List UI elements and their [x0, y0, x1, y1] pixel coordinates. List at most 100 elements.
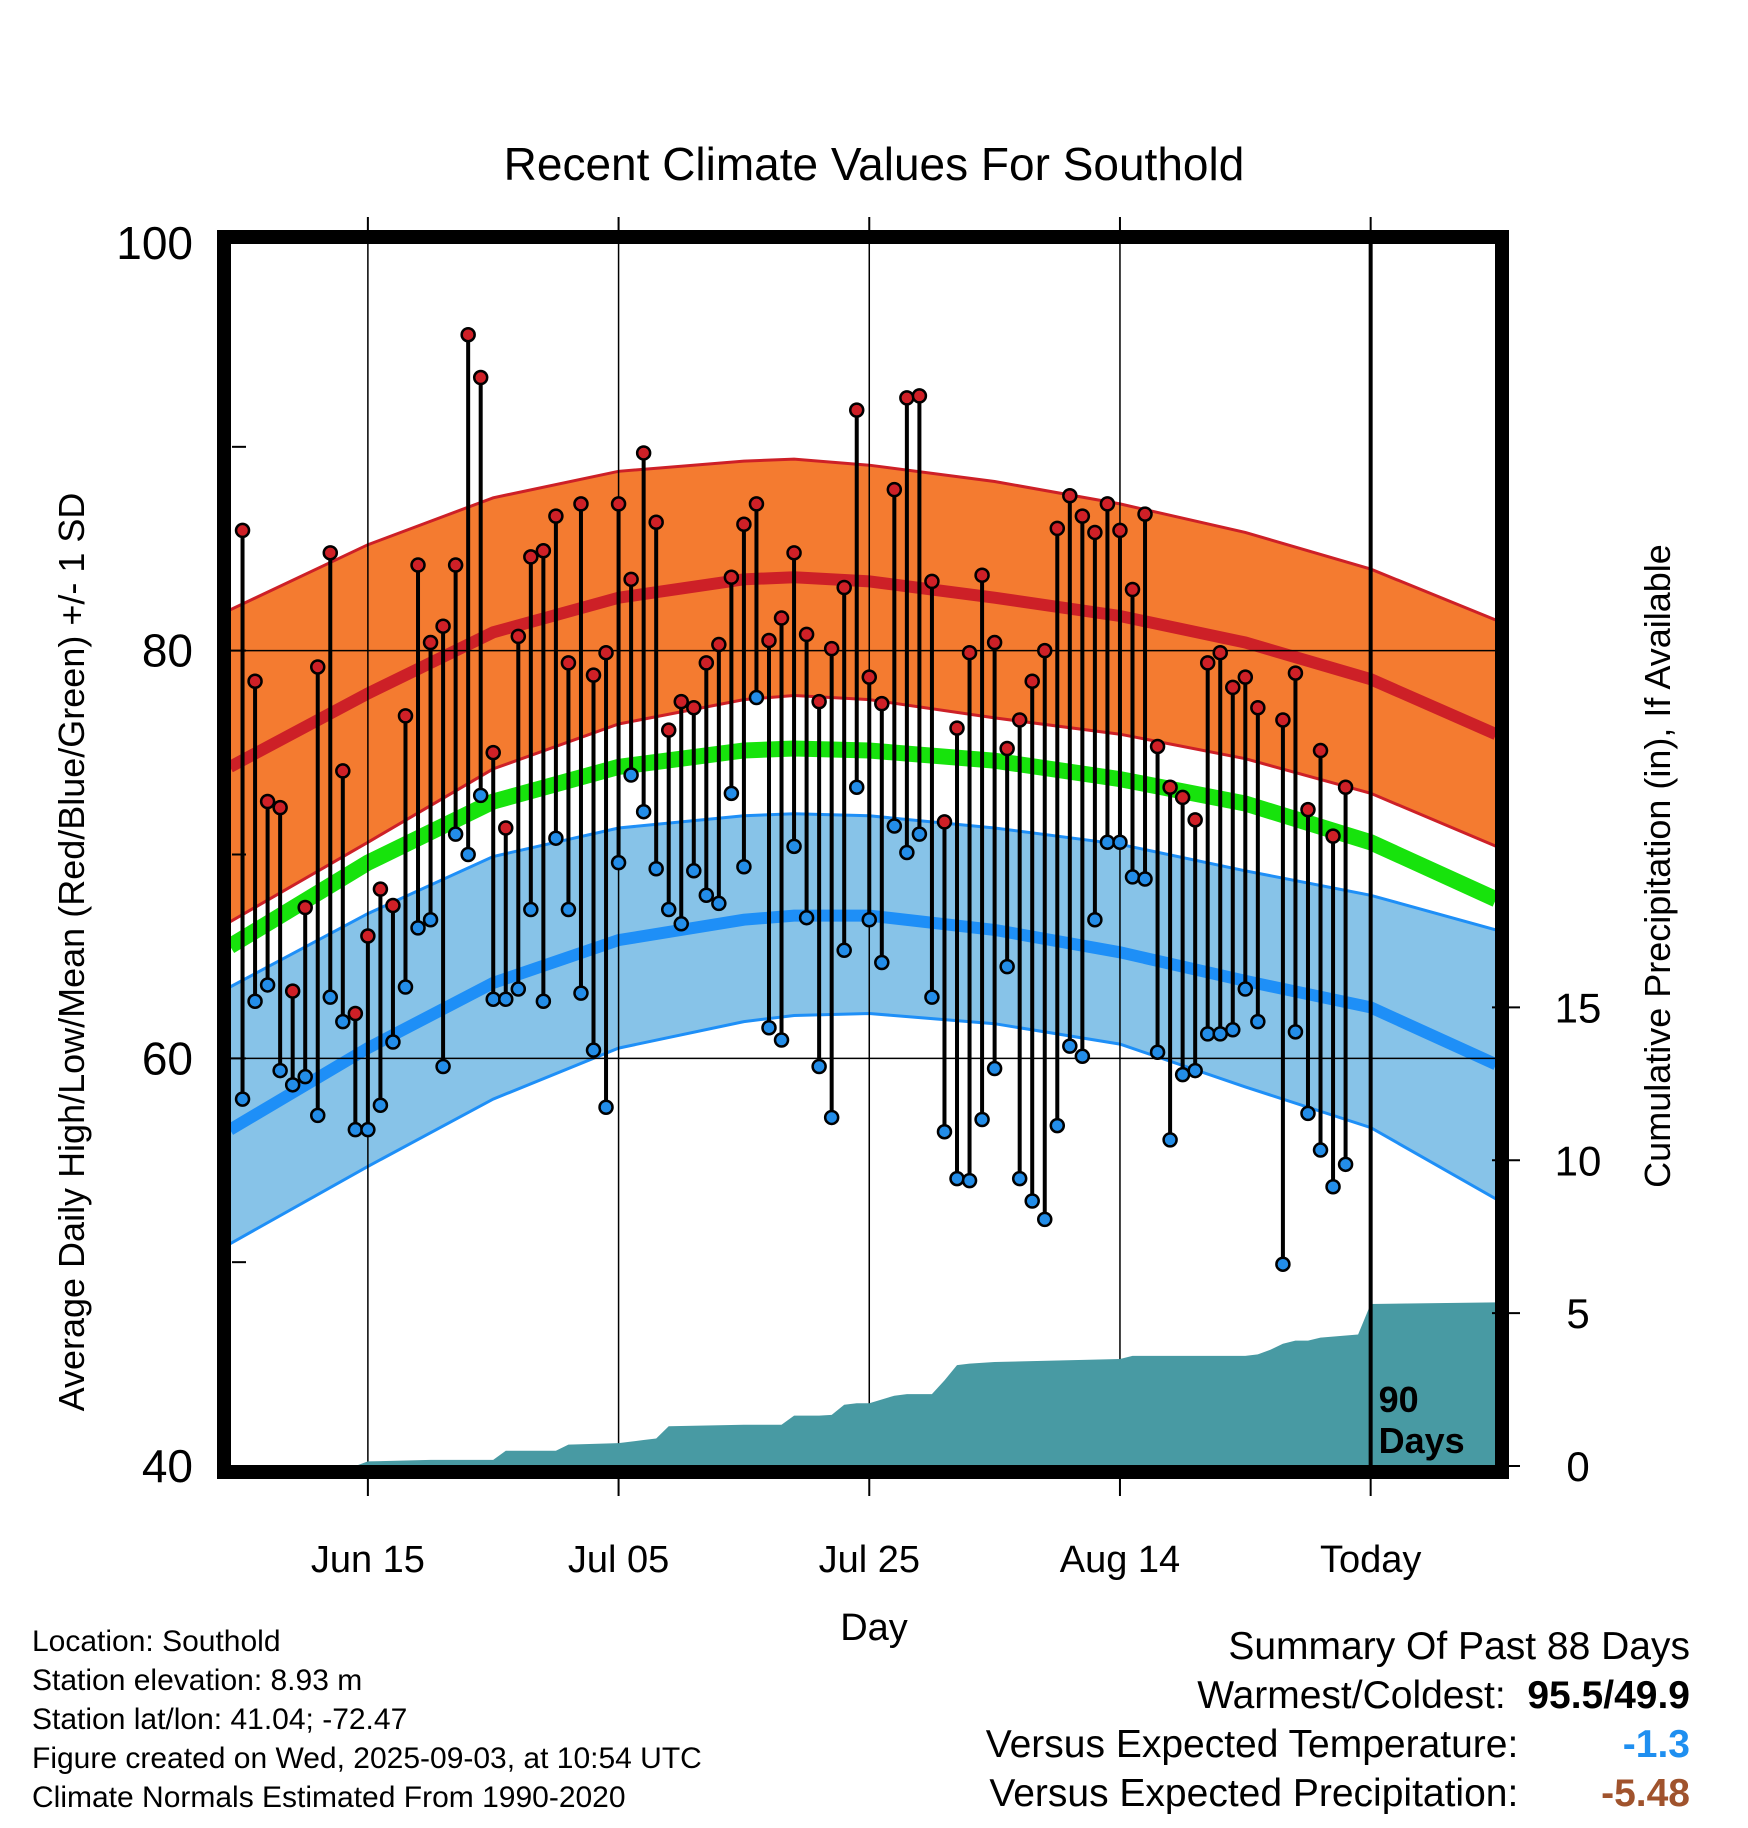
y-axis-label-right: Cumulative Precipitation (in), If Availa… [1637, 544, 1678, 1188]
warm-cold-label: Warmest/Coldest: [1197, 1674, 1506, 1717]
daily-high-point [1187, 812, 1203, 828]
daily-low-point [623, 767, 639, 783]
daily-high-point [1237, 669, 1254, 685]
daily-high-point [798, 626, 815, 643]
daily-high-point [1137, 506, 1153, 522]
daily-low-point [360, 1121, 376, 1138]
daily-high-point [548, 508, 564, 524]
daily-high-point [635, 445, 652, 461]
daily-low-point [397, 979, 414, 995]
daily-low-point [1312, 1142, 1329, 1158]
daily-low-point [836, 942, 852, 959]
daily-high-point [460, 326, 476, 343]
daily-low-point [498, 991, 514, 1007]
location-text: Location: Southold [32, 1625, 281, 1658]
daily-high-point [284, 983, 301, 999]
daily-low-point [385, 1034, 401, 1050]
warm-cold-row: Warmest/Coldest: 95.5/49.9 [986, 1671, 1690, 1720]
daily-high-point [297, 899, 313, 916]
daily-high-point [498, 820, 514, 836]
daily-low-point [1112, 834, 1128, 851]
x-tick-label: Jun 15 [311, 1539, 425, 1581]
daily-low-point [272, 1062, 288, 1079]
daily-high-point [848, 402, 865, 418]
daily-low-point [1174, 1066, 1191, 1083]
daily-low-point [899, 844, 915, 861]
daily-low-point [1275, 1256, 1291, 1272]
precip-label: Versus Expected Precipitation: [989, 1772, 1519, 1815]
daily-high-point [1312, 742, 1329, 759]
daily-high-point [1099, 496, 1116, 512]
daily-high-point [786, 545, 802, 561]
daily-high-point [435, 618, 451, 634]
daily-low-point [1199, 1026, 1216, 1042]
daily-low-point [1099, 834, 1116, 851]
daily-high-point [272, 799, 288, 816]
daily-high-point [823, 640, 840, 657]
y-axis-label-left: Average Daily High/Low/Mean (Red/Blue/Gr… [51, 493, 92, 1412]
daily-low-point [510, 981, 527, 997]
daily-low-point [1049, 1117, 1066, 1134]
daily-high-point [986, 634, 1003, 651]
daily-low-point [1300, 1105, 1316, 1122]
daily-high-point [1325, 828, 1341, 844]
elevation-text: Station elevation: 8.93 m [32, 1664, 363, 1697]
daily-low-point [823, 1109, 840, 1126]
daily-high-point [1037, 642, 1053, 659]
daily-high-point [397, 708, 414, 724]
daily-low-point [247, 993, 263, 1010]
daily-low-point [748, 689, 765, 706]
precip-row: Versus Expected Precipitation: -5.48 [986, 1769, 1690, 1818]
daily-low-point [598, 1099, 614, 1116]
daily-high-point [472, 369, 489, 386]
daily-low-point [610, 854, 627, 871]
y2-tick-label: 15 [1555, 984, 1602, 1031]
daily-low-point [585, 1042, 602, 1058]
daily-low-point [1024, 1193, 1040, 1209]
daily-low-point [711, 895, 727, 912]
daily-low-point [347, 1121, 364, 1138]
daily-low-point [986, 1060, 1003, 1077]
daily-low-point [335, 1013, 351, 1030]
daily-high-point [234, 522, 251, 539]
today-days-number: 90 [1379, 1379, 1419, 1420]
daily-high-point [1124, 581, 1141, 598]
created-text: Figure created on Wed, 2025-09-03, at 10… [32, 1742, 702, 1775]
daily-high-point [961, 644, 978, 661]
summary-title: Summary Of Past 88 Days [1228, 1625, 1690, 1668]
daily-low-point [1337, 1156, 1354, 1173]
daily-low-point [723, 785, 740, 802]
daily-low-point [435, 1058, 451, 1075]
daily-high-point [385, 897, 401, 914]
daily-high-point [510, 628, 527, 645]
daily-low-point [736, 858, 752, 875]
daily-high-point [949, 720, 965, 736]
daily-low-point [1137, 871, 1153, 887]
daily-high-point [573, 496, 589, 512]
daily-low-point [1187, 1062, 1203, 1079]
daily-high-point [1049, 520, 1066, 537]
daily-low-point [635, 803, 652, 820]
plot-frame [217, 230, 1509, 1479]
daily-low-point [548, 830, 564, 846]
high-plus-sd-line [230, 457, 1496, 622]
daily-high-point [1225, 679, 1241, 696]
y2-tick-label: 0 [1566, 1443, 1589, 1490]
daily-low-point [936, 1123, 953, 1140]
warm-cold-value: 95.5/49.9 [1527, 1671, 1690, 1720]
daily-high-point [1337, 779, 1354, 795]
daily-high-point [1024, 673, 1040, 689]
daily-high-point [598, 644, 614, 661]
daily-low-point [535, 993, 552, 1010]
plot-content [230, 243, 1496, 1466]
y2-tick-label: 10 [1555, 1137, 1602, 1184]
y2-tick-label: 5 [1566, 1290, 1589, 1337]
daily-low-point [773, 1032, 790, 1048]
daily-high-point [1149, 738, 1166, 755]
axes: 40 60 80 100 0 5 10 15 Jun 15 Jul 05 Jul 25 Aug 14 T… [116, 217, 1601, 1581]
daily-high-point [1062, 488, 1078, 504]
daily-low-point [485, 991, 501, 1007]
daily-high-point [247, 673, 263, 689]
daily-low-point [422, 911, 439, 928]
daily-low-point [686, 863, 702, 879]
